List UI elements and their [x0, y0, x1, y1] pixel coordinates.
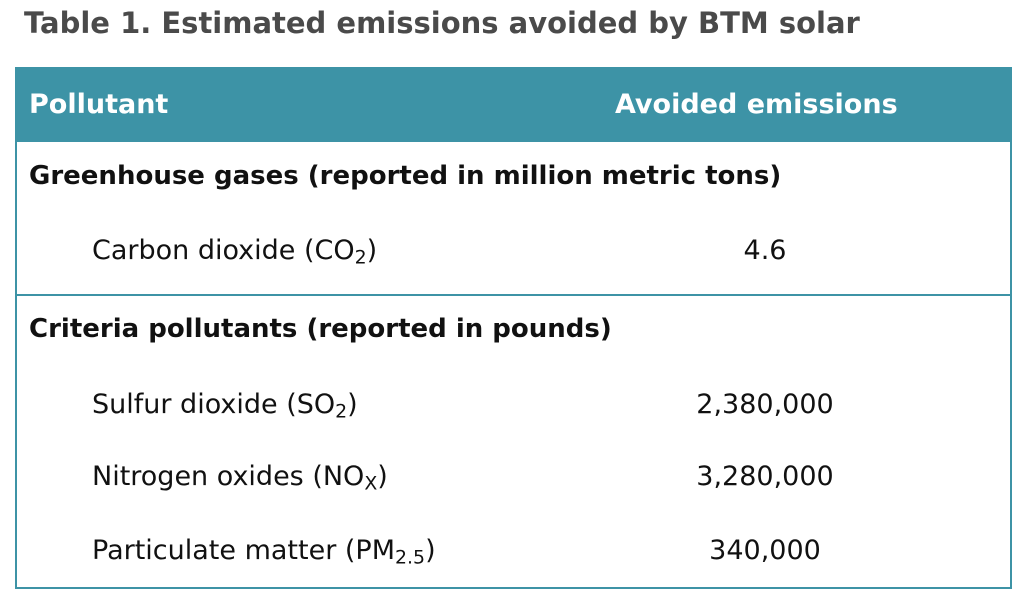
- table-title: Table 1. Estimated emissions avoided by …: [24, 6, 860, 40]
- group-label-criteria-pollutants: Criteria pollutants (reported in pounds): [29, 314, 612, 344]
- table-header: Pollutant Avoided emissions: [17, 69, 1010, 142]
- row-value-sulfur-dioxide: 2,380,000: [696, 389, 834, 420]
- row-label-nitrogen-oxides: Nitrogen oxides (NOX): [92, 461, 388, 495]
- row-value-particulate-matter: 340,000: [709, 535, 821, 566]
- row-label-particulate-matter: Particulate matter (PM2.5): [92, 535, 436, 569]
- emissions-table: Pollutant Avoided emissions Greenhouse g…: [15, 67, 1012, 589]
- header-avoided-emissions: Avoided emissions: [615, 89, 898, 120]
- header-pollutant: Pollutant: [29, 89, 169, 120]
- row-value-carbon-dioxide: 4.6: [743, 235, 787, 266]
- row-label-carbon-dioxide: Carbon dioxide (CO2): [92, 235, 378, 269]
- row-label-sulfur-dioxide: Sulfur dioxide (SO2): [92, 389, 358, 423]
- group-divider: [17, 294, 1010, 296]
- row-value-nitrogen-oxides: 3,280,000: [696, 461, 834, 492]
- group-label-greenhouse-gases: Greenhouse gases (reported in million me…: [29, 161, 782, 191]
